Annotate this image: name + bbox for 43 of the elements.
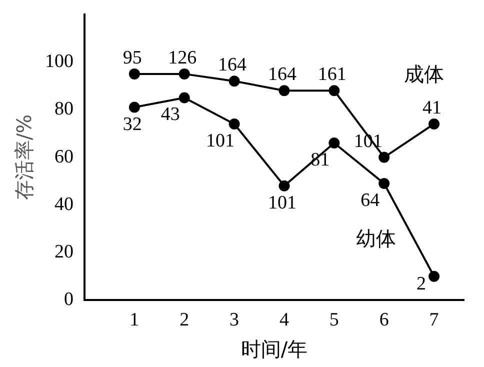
series-label: 成体: [404, 62, 444, 86]
y-tick-label: 60: [54, 146, 74, 168]
annotation: 101: [206, 130, 235, 152]
annotation: 41: [422, 97, 442, 118]
annotation: 164: [268, 64, 297, 86]
point: [128, 68, 140, 80]
y-tick-label: 100: [45, 51, 74, 72]
annotation: 95: [122, 47, 142, 68]
x-tick-label: 4: [279, 310, 290, 331]
series-label: 幼体: [356, 226, 396, 251]
x-tick-label: 3: [230, 310, 240, 331]
annotation: 101: [268, 192, 296, 214]
point: [278, 180, 290, 192]
x-tick-label: 2: [180, 310, 190, 331]
y-axis-title: 存活率/%: [12, 114, 36, 200]
x-tick-label: 1: [130, 310, 140, 331]
point: [428, 118, 440, 130]
annotation: 164: [218, 54, 248, 76]
annotation: 126: [168, 47, 197, 68]
point: [178, 92, 190, 104]
point: [378, 178, 390, 189]
y-tick-label: 80: [54, 98, 74, 120]
point: [428, 270, 440, 282]
x-tick-label: 5: [329, 310, 339, 331]
annotation: 43: [160, 104, 180, 126]
point: [378, 152, 390, 163]
point: [178, 68, 190, 80]
y-tick-label: 20: [54, 242, 74, 263]
point: [128, 102, 140, 113]
point: [228, 118, 240, 130]
point: [278, 85, 290, 96]
point: [228, 76, 240, 87]
annotation: 32: [122, 114, 142, 135]
point: [328, 85, 340, 96]
x-axis-title: 时间/年: [240, 337, 308, 362]
annotation: 64: [360, 190, 380, 211]
point: [328, 138, 340, 149]
y-tick-label: 40: [54, 194, 74, 215]
annotation: 2: [416, 273, 426, 294]
y-tick-label: 0: [64, 289, 74, 310]
x-tick-label: 6: [379, 310, 389, 331]
annotation: 161: [318, 64, 346, 86]
x-tick-label: 7: [429, 310, 439, 331]
